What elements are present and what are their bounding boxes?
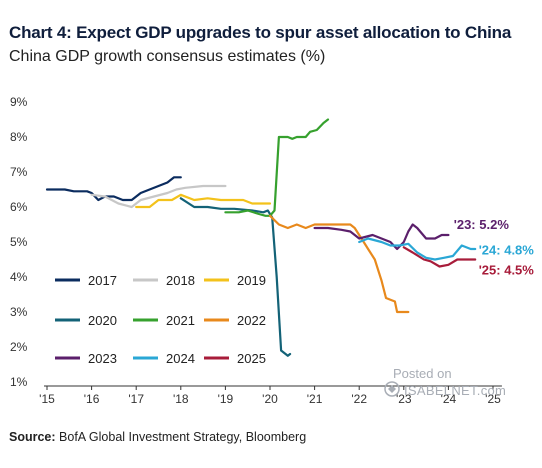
isabelnet-logo-icon [384,381,400,397]
y-tick-label: 7% [10,165,28,179]
y-tick-label: 1% [10,375,28,389]
series-line-2020 [179,197,292,357]
legend-label-2022: 2022 [237,313,266,328]
x-tick-label: '19 [218,392,234,406]
x-tick-label: '17 [128,392,144,406]
x-tick-label: '21 [307,392,323,406]
legend-label-2017: 2017 [88,273,117,288]
watermark-posted-on: Posted on [393,366,452,381]
y-tick-label: 5% [10,235,28,249]
series-line-2021 [224,118,330,217]
legend-label-2024: 2024 [166,351,195,366]
legend-label-2021: 2021 [166,313,195,328]
series-line-2024 [358,237,477,261]
y-tick-label: 6% [10,200,28,214]
legend-label-2023: 2023 [88,351,117,366]
chart-title: Chart 4: Expect GDP upgrades to spur ass… [9,23,512,42]
series-line-2025 [402,246,477,268]
y-tick-label: 2% [10,340,28,354]
x-tick-label: '18 [173,392,189,406]
source-note: Source: BofA Global Investment Strategy,… [9,430,306,444]
y-tick-label: 9% [10,95,28,109]
source-text: BofA Global Investment Strategy, Bloombe… [59,430,307,444]
source-label: Source: [9,430,56,444]
y-tick-label: 8% [10,130,28,144]
legend-label-2025: 2025 [237,351,266,366]
x-tick-label: '22 [351,392,367,406]
series-line-2019 [135,193,272,209]
series-line-2022 [268,214,410,314]
series-line-2018 [90,184,227,209]
legend-label-2018: 2018 [166,273,195,288]
watermark-site: ISABELNET.com [404,383,507,398]
y-tick-label: 4% [10,270,28,284]
series-line-2017 [45,176,182,202]
chart-subtitle: China GDP growth consensus estimates (%) [9,48,326,65]
annotation-2025: '25: 4.5% [479,262,535,277]
annotation-2023: '23: 5.2% [454,217,510,232]
x-tick-label: '23 [396,392,412,406]
x-tick-label: '20 [262,392,278,406]
x-tick-label: '25 [485,392,501,406]
y-tick-label: 3% [10,305,28,319]
legend-label-2019: 2019 [237,273,266,288]
x-tick-label: '16 [84,392,100,406]
x-tick-label: '15 [39,392,55,406]
series-line-2023 [313,223,450,251]
legend-label-2020: 2020 [88,313,117,328]
x-tick-label: '24 [441,392,457,406]
annotation-2024: '24: 4.8% [479,243,535,258]
